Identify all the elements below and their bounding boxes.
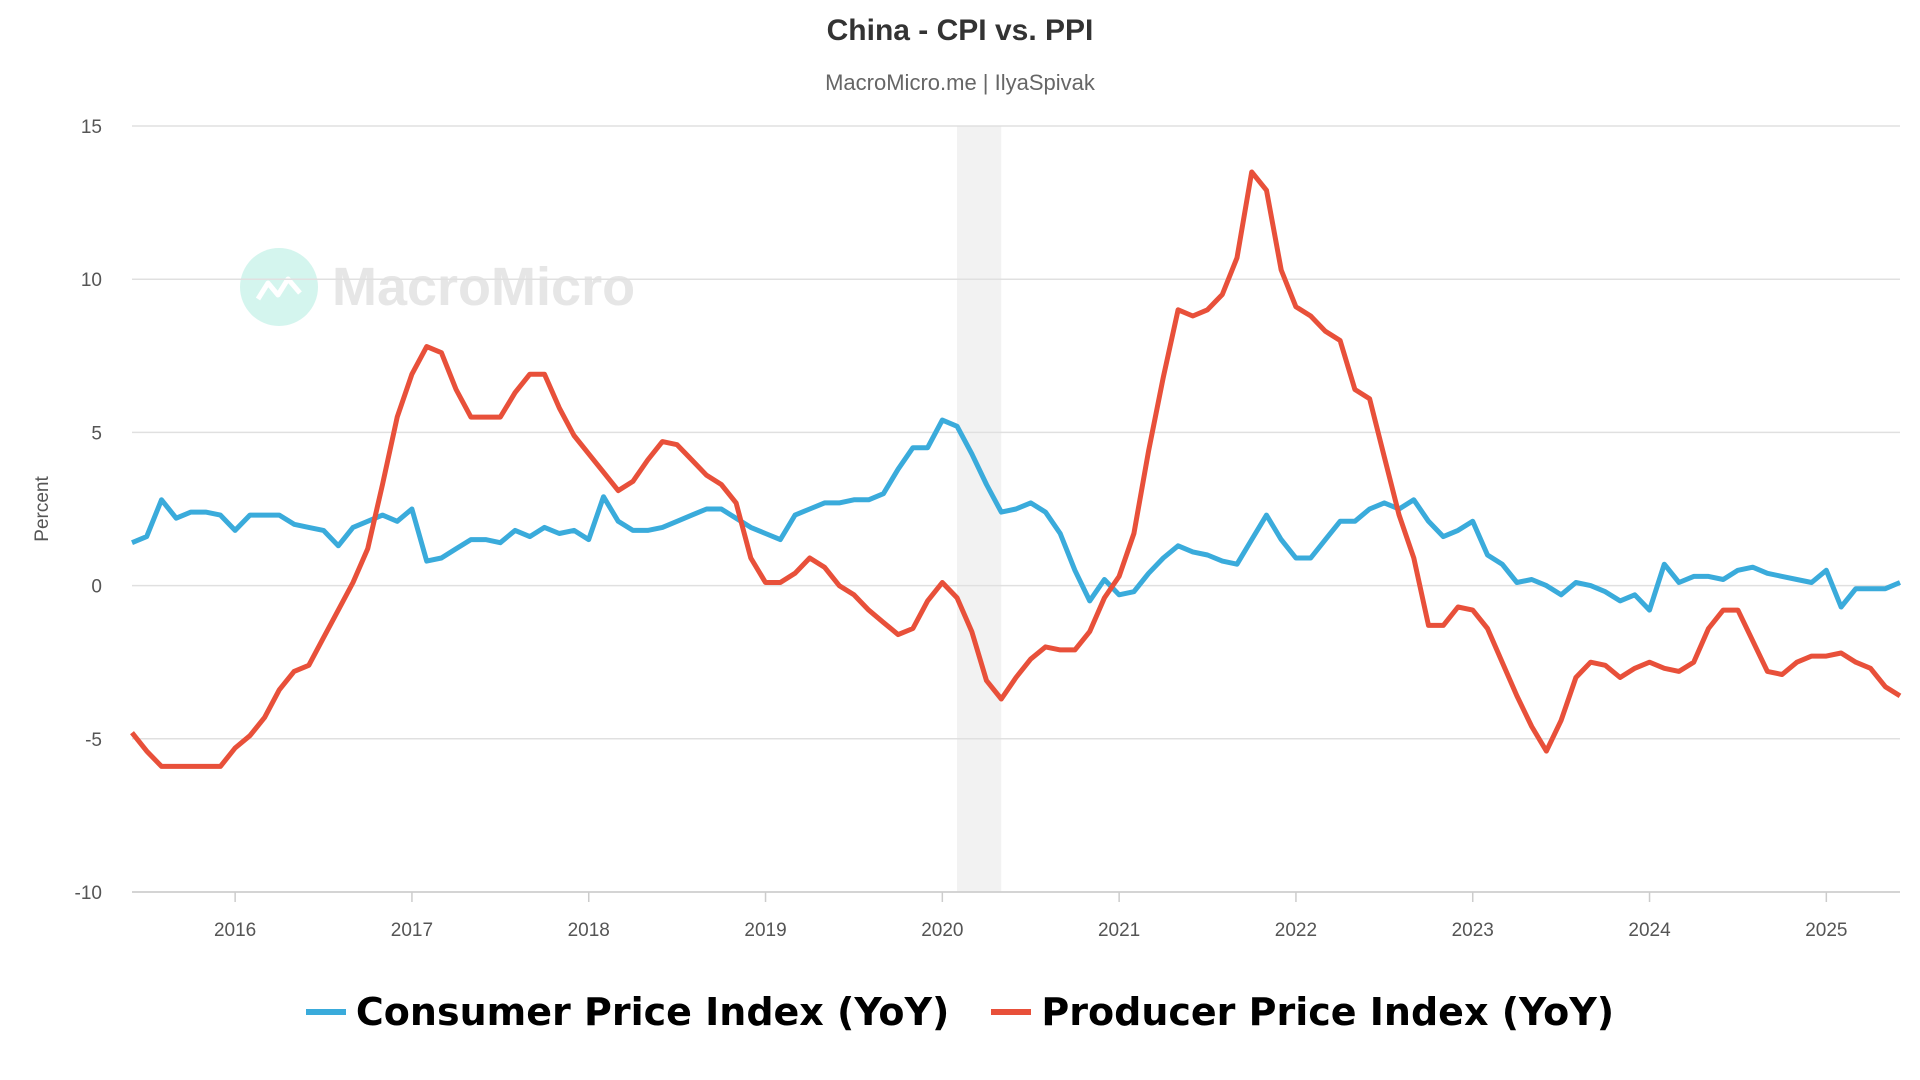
cpi-line xyxy=(131,417,1901,613)
legend-item-cpi[interactable]: Consumer Price Index (YoY) xyxy=(305,990,950,1034)
y-axis-label: Percent xyxy=(32,476,53,542)
x-tick-label: 2016 xyxy=(214,920,256,941)
x-tick-label: 2024 xyxy=(1628,920,1671,941)
x-tick-label: 2021 xyxy=(1098,920,1140,941)
legend-swatch-ppi xyxy=(991,1009,1032,1015)
x-tick-label: 2023 xyxy=(1452,920,1494,941)
legend-label-ppi: Producer Price Index (YoY) xyxy=(1041,990,1615,1034)
y-tick-label: 15 xyxy=(81,117,102,138)
legend: Consumer Price Index (YoY) Producer Pric… xyxy=(0,990,1920,1034)
x-tick-label: 2019 xyxy=(744,920,786,941)
chart-title: China - CPI vs. PPI xyxy=(826,14,1094,47)
x-tick-label: 2017 xyxy=(391,920,433,941)
x-tick-label: 2020 xyxy=(921,920,963,941)
y-tick-label: 10 xyxy=(81,270,102,291)
macromicro-logo-icon xyxy=(240,248,318,326)
y-tick-label: -5 xyxy=(85,730,102,751)
x-tick-label: 2018 xyxy=(568,920,610,941)
legend-item-ppi[interactable]: Producer Price Index (YoY) xyxy=(991,990,1614,1034)
y-tick-label: 0 xyxy=(91,577,102,598)
ppi-line xyxy=(130,169,1902,769)
watermark-text: MacroMicro xyxy=(332,257,636,317)
x-tick-label: 2022 xyxy=(1275,920,1317,941)
shaded-period xyxy=(957,126,1002,892)
macromicro-watermark: MacroMicro xyxy=(240,248,635,326)
line-chart: 15 10 5 0 -5 -10 2016 2017 2018 2019 2020 2021 2022 2… xyxy=(32,117,1902,941)
legend-label-cpi: Consumer Price Index (YoY) xyxy=(355,990,950,1034)
x-tick-label: 2025 xyxy=(1805,920,1847,941)
y-tick-label: 5 xyxy=(91,423,102,444)
y-tick-label: -10 xyxy=(75,883,102,904)
chart-subtitle: MacroMicro.me | IlyaSpivak xyxy=(825,70,1095,95)
legend-swatch-cpi xyxy=(305,1009,346,1015)
